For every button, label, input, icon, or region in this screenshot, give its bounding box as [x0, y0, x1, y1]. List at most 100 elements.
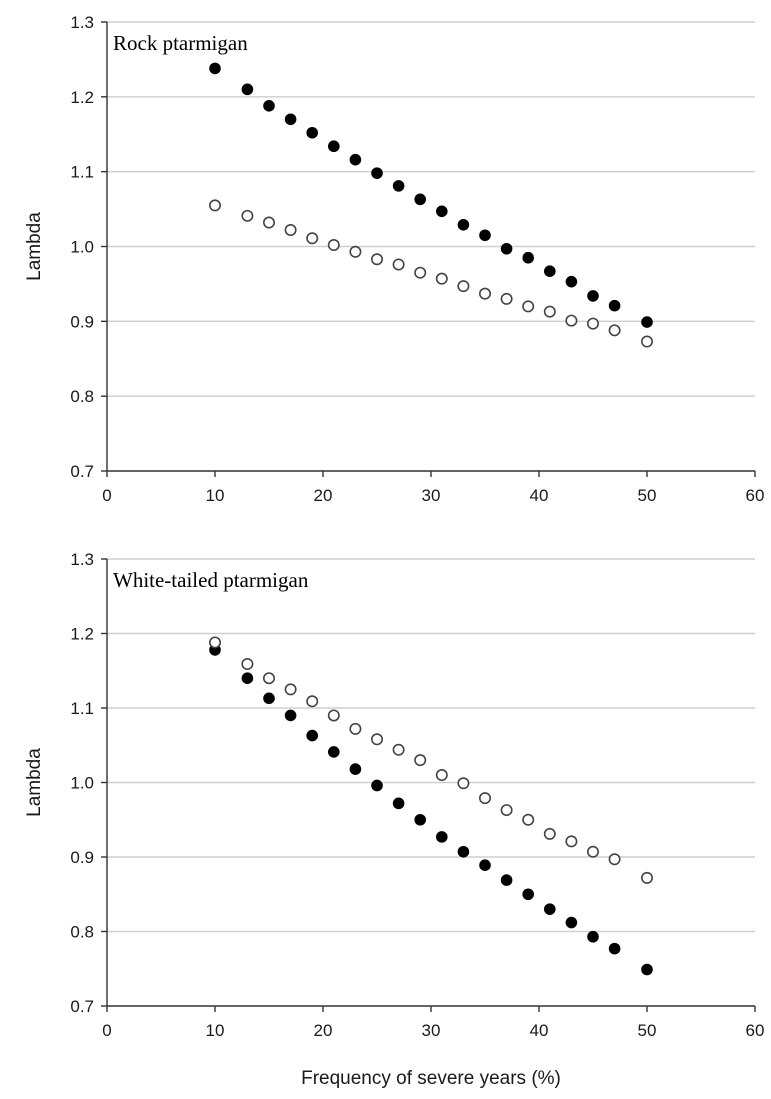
- data-point-filled: [522, 251, 534, 264]
- data-point-open: [262, 672, 275, 685]
- data-point-open: [500, 292, 513, 305]
- data-point-filled: [241, 83, 254, 96]
- data-point-open: [349, 245, 362, 258]
- data-point-open: [640, 871, 653, 884]
- x-tick-label: 0: [102, 1021, 111, 1040]
- data-point-filled: [587, 930, 599, 943]
- data-point-open: [284, 683, 297, 696]
- data-point-open: [241, 209, 254, 222]
- data-point-open: [306, 695, 319, 708]
- data-point-open: [370, 733, 383, 746]
- data-point-open: [522, 813, 535, 826]
- y-tick-label: 0.7: [70, 462, 94, 481]
- data-point-open: [608, 324, 621, 337]
- data-point-filled: [371, 779, 383, 792]
- data-point-open: [543, 305, 556, 318]
- data-point-filled: [327, 140, 340, 153]
- x-tick-label: 30: [422, 486, 441, 505]
- data-point-filled: [543, 903, 556, 915]
- data-point-filled: [500, 874, 513, 886]
- chart-panel-1: 0.7 0.8 0.9 1.0 1.1 1.2 1.3 0 10 20 30 40 50 60 Lambda…: [24, 13, 764, 505]
- data-point-filled: [608, 942, 621, 955]
- data-point-filled: [479, 859, 491, 871]
- series-filled: [209, 62, 653, 328]
- data-point-filled: [414, 193, 426, 206]
- data-point-filled: [543, 265, 556, 277]
- data-point-open: [457, 777, 470, 790]
- data-point-open: [284, 224, 297, 237]
- data-point-open: [327, 709, 340, 722]
- data-point-filled: [392, 797, 405, 810]
- y-axis-label: Lambda: [24, 212, 45, 281]
- data-point-filled: [565, 916, 578, 929]
- data-point-open: [500, 804, 513, 817]
- x-tick-label: 10: [206, 1021, 225, 1040]
- series-open: [209, 199, 653, 348]
- data-point-open: [543, 827, 556, 840]
- y-tick-label: 0.9: [70, 312, 94, 331]
- data-point-filled: [349, 763, 362, 775]
- data-point-open: [435, 769, 448, 782]
- data-point-open: [392, 743, 405, 756]
- data-point-open: [435, 272, 448, 285]
- data-point-filled: [457, 845, 470, 858]
- x-tick-label: 60: [746, 486, 765, 505]
- data-point-open: [565, 835, 578, 848]
- data-point-filled: [479, 229, 491, 242]
- y-tick-label: 0.8: [70, 387, 94, 406]
- data-point-open: [306, 232, 319, 245]
- y-tick-label: 1.3: [70, 13, 94, 32]
- data-point-open: [392, 258, 405, 271]
- x-tick-label: 0: [102, 486, 111, 505]
- data-point-filled: [414, 813, 426, 826]
- series-open: [209, 636, 653, 884]
- data-point-filled: [641, 316, 653, 328]
- data-point-filled: [435, 205, 448, 218]
- data-point-open: [586, 845, 599, 858]
- data-point-filled: [587, 290, 599, 302]
- data-point-open: [478, 792, 491, 805]
- data-point-filled: [209, 62, 221, 75]
- x-axis-label: Frequency of severe years (%): [301, 1068, 561, 1089]
- series-filled: [209, 644, 653, 976]
- data-point-filled: [565, 275, 578, 288]
- data-point-open: [241, 658, 254, 671]
- data-point-open: [209, 636, 222, 649]
- y-tick-label: 1.1: [70, 699, 94, 718]
- panels: 0.7 0.8 0.9 1.0 1.1 1.2 1.3 0 10 20 30 40 50 60 Lambda…: [24, 13, 764, 1089]
- panel-title: White-tailed ptarmigan: [113, 568, 309, 592]
- data-point-filled: [435, 831, 448, 843]
- y-tick-label: 1.2: [70, 88, 94, 107]
- x-tick-label: 20: [314, 1021, 333, 1040]
- data-point-open: [586, 317, 599, 330]
- data-point-open: [209, 199, 222, 212]
- data-point-open: [370, 253, 383, 266]
- data-point-filled: [500, 242, 513, 255]
- data-point-filled: [263, 692, 275, 705]
- x-tick-label: 10: [206, 486, 225, 505]
- data-point-filled: [327, 746, 340, 758]
- data-point-filled: [284, 709, 297, 722]
- data-point-filled: [522, 888, 534, 901]
- data-point-filled: [457, 218, 470, 231]
- data-point-open: [565, 314, 578, 327]
- y-tick-label: 1.3: [70, 550, 94, 569]
- chart-panel-2: 0.7 0.8 0.9 1.0 1.1 1.2 1.3 0 10 20 30 40 50 60 Lambda…: [24, 550, 764, 1089]
- data-point-open: [262, 216, 275, 229]
- x-tick-label: 50: [638, 486, 657, 505]
- x-tick-label: 20: [314, 486, 333, 505]
- data-point-filled: [284, 113, 297, 126]
- data-point-open: [522, 300, 535, 313]
- y-tick-label: 0.7: [70, 997, 94, 1016]
- data-point-open: [349, 722, 362, 735]
- y-axis-label: Lambda: [24, 748, 45, 817]
- data-point-filled: [392, 180, 405, 192]
- data-point-filled: [608, 299, 621, 312]
- data-point-open: [414, 266, 427, 279]
- x-tick-label: 30: [422, 1021, 441, 1040]
- data-point-filled: [263, 100, 275, 112]
- x-tick-label: 40: [530, 486, 549, 505]
- data-point-filled: [641, 963, 653, 976]
- y-tick-label: 1.2: [70, 625, 94, 644]
